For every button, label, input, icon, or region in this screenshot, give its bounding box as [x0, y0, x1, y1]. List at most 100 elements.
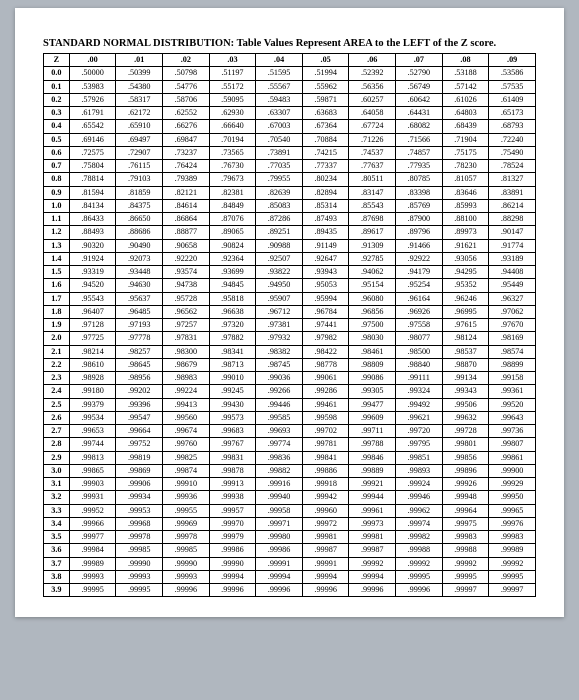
table-cell: .57535 — [489, 80, 536, 93]
table-cell: .65542 — [69, 120, 116, 133]
z-row-label: 3.9 — [44, 584, 70, 597]
table-row: 2.5.99379.99396.99413.99430.99446.99461.… — [44, 398, 536, 411]
z-row-label: 0.2 — [44, 93, 70, 106]
table-cell: .99720 — [396, 425, 443, 438]
table-cell: .53983 — [69, 80, 116, 93]
table-cell: .99111 — [396, 372, 443, 385]
table-cell: .77035 — [256, 160, 303, 173]
table-cell: .77637 — [349, 160, 396, 173]
table-cell: .98341 — [209, 345, 256, 358]
table-cell: .93943 — [302, 266, 349, 279]
table-cell: .99781 — [302, 438, 349, 451]
table-row: 0.2.57926.58317.58706.59095.59483.59871.… — [44, 93, 536, 106]
table-cell: .54776 — [163, 80, 210, 93]
table-cell: .61026 — [442, 93, 489, 106]
column-header: .08 — [442, 54, 489, 67]
table-cell: .99996 — [163, 584, 210, 597]
table-cell: .99916 — [256, 478, 303, 491]
table-cell: .98214 — [69, 345, 116, 358]
table-cell: .99674 — [163, 425, 210, 438]
table-cell: .67724 — [349, 120, 396, 133]
table-cell: .69497 — [116, 133, 163, 146]
table-cell: .50399 — [116, 67, 163, 80]
table-cell: .73565 — [209, 146, 256, 159]
table-cell: .83891 — [489, 186, 536, 199]
table-cell: .99995 — [396, 570, 443, 583]
table-row: 2.2.98610.98645.98679.98713.98745.98778.… — [44, 358, 536, 371]
table-row: 3.9.99995.99995.99996.99996.99996.99996.… — [44, 584, 536, 597]
table-cell: .98956 — [116, 372, 163, 385]
table-cell: .98745 — [256, 358, 303, 371]
table-cell: .51595 — [256, 67, 303, 80]
corner-header: Z — [44, 54, 70, 67]
table-cell: .99560 — [163, 411, 210, 424]
table-cell: .57926 — [69, 93, 116, 106]
table-cell: .78814 — [69, 173, 116, 186]
table-cell: .91924 — [69, 252, 116, 265]
table-cell: .94408 — [489, 266, 536, 279]
table-cell: .99942 — [302, 491, 349, 504]
z-row-label: 2.8 — [44, 438, 70, 451]
table-row: 0.1.53983.54380.54776.55172.55567.55962.… — [44, 80, 536, 93]
z-row-label: 0.7 — [44, 160, 70, 173]
table-cell: .99952 — [69, 504, 116, 517]
table-cell: .99653 — [69, 425, 116, 438]
column-header: .01 — [116, 54, 163, 67]
table-cell: .85993 — [442, 199, 489, 212]
table-cell: .72575 — [69, 146, 116, 159]
table-cell: .99767 — [209, 438, 256, 451]
table-cell: .98899 — [489, 358, 536, 371]
table-cell: .87286 — [256, 213, 303, 226]
table-cell: .94295 — [442, 266, 489, 279]
table-cell: .99992 — [489, 557, 536, 570]
table-cell: .65910 — [116, 120, 163, 133]
table-cell: .98030 — [349, 332, 396, 345]
table-cell: .61791 — [69, 107, 116, 120]
table-cell: .99955 — [163, 504, 210, 517]
table-cell: .87076 — [209, 213, 256, 226]
page-title: STANDARD NORMAL DISTRIBUTION: Table Valu… — [43, 38, 536, 49]
table-cell: .70884 — [302, 133, 349, 146]
table-cell: .99506 — [442, 398, 489, 411]
table-cell: .99936 — [163, 491, 210, 504]
table-cell: .94179 — [396, 266, 443, 279]
table-cell: .99861 — [489, 451, 536, 464]
table-cell: .98679 — [163, 358, 210, 371]
table-cell: .92364 — [209, 252, 256, 265]
table-cell: .90658 — [163, 239, 210, 252]
column-header: .03 — [209, 54, 256, 67]
column-header: .05 — [302, 54, 349, 67]
table-cell: .53188 — [442, 67, 489, 80]
table-cell: .95637 — [116, 292, 163, 305]
table-cell: .99086 — [349, 372, 396, 385]
table-cell: .99889 — [349, 464, 396, 477]
table-cell: .92073 — [116, 252, 163, 265]
table-cell: .75175 — [442, 146, 489, 159]
table-row: 0.0.50000.50399.50798.51197.51595.51994.… — [44, 67, 536, 80]
table-cell: .98840 — [396, 358, 443, 371]
table-cell: .99865 — [69, 464, 116, 477]
table-cell: .89065 — [209, 226, 256, 239]
z-row-label: 2.7 — [44, 425, 70, 438]
table-cell: .94950 — [256, 279, 303, 292]
table-cell: .99492 — [396, 398, 443, 411]
table-cell: .95154 — [349, 279, 396, 292]
z-row-label: 2.2 — [44, 358, 70, 371]
table-cell: .83646 — [442, 186, 489, 199]
table-cell: .83147 — [349, 186, 396, 199]
table-cell: .99985 — [116, 544, 163, 557]
table-cell: .68439 — [442, 120, 489, 133]
table-cell: .98422 — [302, 345, 349, 358]
table-cell: .96926 — [396, 305, 443, 318]
table-cell: .99990 — [209, 557, 256, 570]
table-row: 1.5.93319.93448.93574.93699.93822.93943.… — [44, 266, 536, 279]
table-cell: .99983 — [442, 531, 489, 544]
table-cell: .99929 — [489, 478, 536, 491]
table-cell: .85769 — [396, 199, 443, 212]
column-header: .02 — [163, 54, 210, 67]
table-cell: .96995 — [442, 305, 489, 318]
table-cell: .99061 — [302, 372, 349, 385]
table-row: 3.3.99952.99953.99955.99957.99958.99960.… — [44, 504, 536, 517]
table-cell: .99598 — [302, 411, 349, 424]
table-cell: .84375 — [116, 199, 163, 212]
